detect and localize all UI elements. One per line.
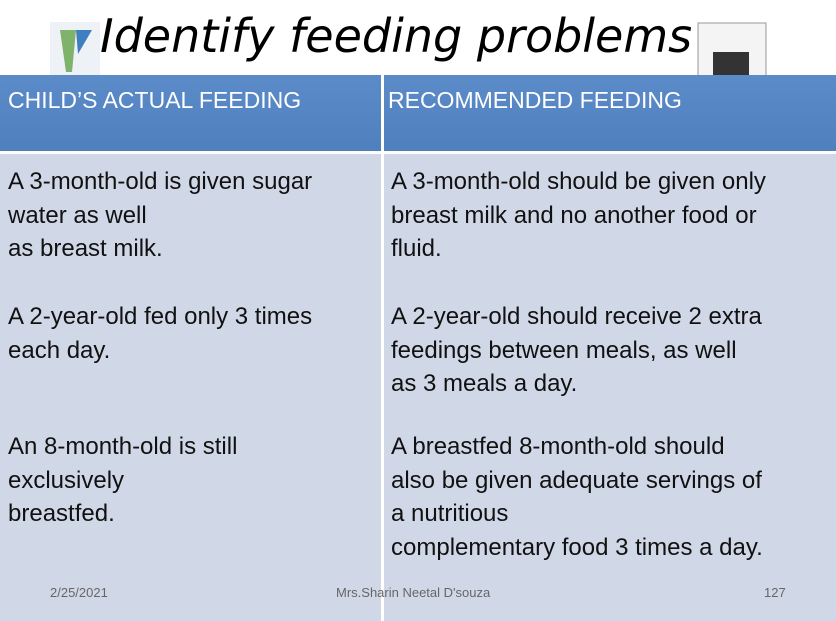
cell-line: A 3-month-old should be given only (391, 168, 766, 195)
cell-line: An 8-month-old is still (8, 433, 238, 460)
cell-line: A 2-year-old should receive 2 extra (391, 303, 762, 330)
cell-line: a nutritious (391, 500, 509, 527)
header-cell: RECOMMENDED FEEDING (384, 75, 836, 153)
cell-line: feedings between meals, as well (391, 336, 737, 364)
feeding-table: CHILD’S ACTUAL FEEDING RECOMMENDED FEEDI… (0, 75, 836, 621)
cell-line: breast milk and no another food or (391, 201, 757, 229)
row-divider (0, 151, 836, 154)
cell-line: as 3 meals a day. (391, 370, 578, 397)
header-text: RECOMMENDED FEEDING (388, 87, 682, 113)
cell-line: exclusively (8, 466, 125, 494)
slide-title: Identify feeding problems (100, 9, 693, 63)
footer-author: Mrs.Sharin Neetal D'souza (336, 585, 491, 600)
right-logo (697, 22, 767, 78)
header-cell: CHILD’S ACTUAL FEEDING (0, 75, 381, 153)
left-logo (50, 22, 100, 78)
cell-line: fluid. (391, 235, 442, 262)
cell-line: also be given adequate servings of (391, 466, 762, 494)
cell-line: A breastfed 8-month-old should (391, 433, 725, 460)
cell-line: breastfed. (8, 500, 115, 527)
cell-line: as breast milk. (8, 235, 163, 262)
cell-line: each day. (8, 336, 111, 364)
cell-line: A 2-year-old fed only 3 times (8, 303, 313, 330)
footer-date: 2/25/2021 (50, 585, 108, 600)
footer-page: 127 (764, 585, 786, 600)
header-text: CHILD’S ACTUAL FEEDING (8, 87, 302, 113)
cell-line: water as well (8, 201, 147, 229)
column-divider (381, 75, 384, 621)
cell-line: A 3-month-old is given sugar (8, 168, 313, 195)
cell-line: complementary food 3 times a day. (391, 533, 763, 561)
